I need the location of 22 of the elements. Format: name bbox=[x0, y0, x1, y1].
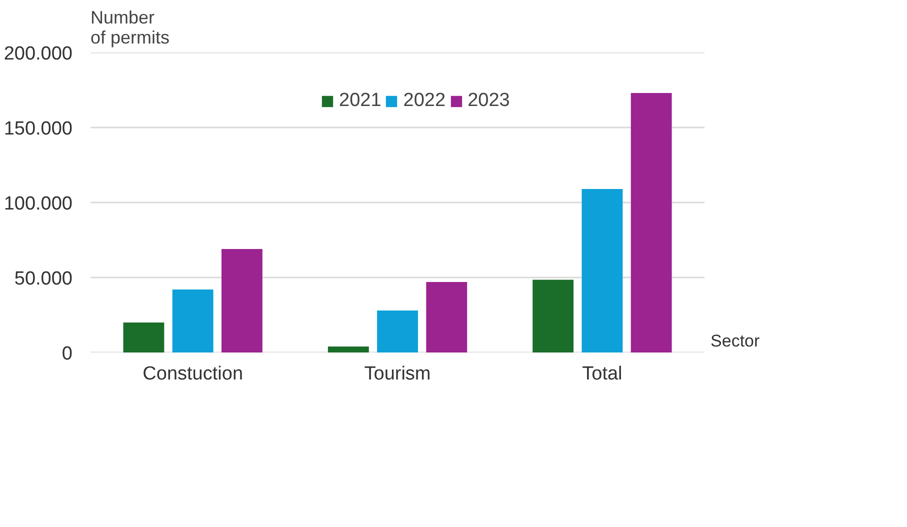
bar bbox=[582, 189, 623, 352]
bar bbox=[328, 346, 369, 352]
y-axis-title: Number of permits bbox=[90, 8, 170, 48]
y-tick-label: 150.000 bbox=[4, 118, 73, 140]
legend-label: 2023 bbox=[468, 90, 510, 112]
bar bbox=[630, 93, 672, 352]
y-tick-label: 0 bbox=[62, 344, 73, 364]
x-tick-label: Total bbox=[582, 364, 622, 384]
x-tick-label: Constuction bbox=[142, 364, 244, 384]
y-tick-label: 50.000 bbox=[14, 268, 73, 290]
bar bbox=[172, 290, 214, 352]
bar bbox=[221, 249, 262, 352]
legend-label: 2021 bbox=[339, 90, 382, 112]
bar bbox=[532, 280, 574, 352]
bar bbox=[377, 310, 418, 352]
bar bbox=[123, 322, 164, 352]
legend-label: 2022 bbox=[403, 90, 446, 112]
y-tick-label: 100.000 bbox=[4, 194, 73, 214]
y-tick-label: 200.000 bbox=[4, 44, 73, 64]
bar bbox=[426, 282, 468, 352]
x-tick-label: Tourism bbox=[364, 364, 431, 384]
x-axis-title: Sector bbox=[710, 332, 760, 350]
